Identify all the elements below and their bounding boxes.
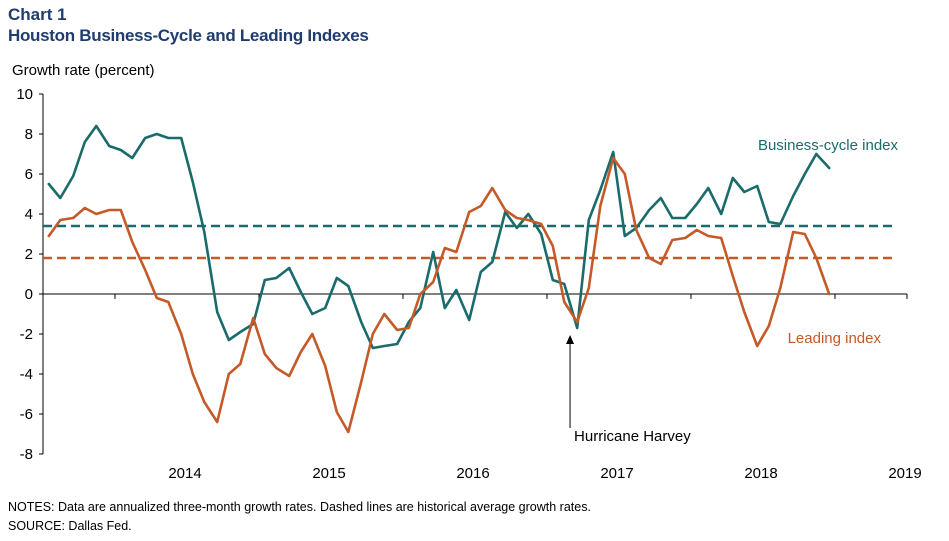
- y-tick-label: 8: [25, 126, 33, 143]
- x-tick-label: 2017: [600, 465, 633, 482]
- annotation-arrowhead: [566, 335, 575, 344]
- leading-series-label: Leading index: [788, 330, 882, 347]
- y-tick-label: -2: [20, 326, 33, 343]
- y-axis-label: Growth rate (percent): [12, 62, 155, 79]
- business-cycle-series-line: [47, 124, 831, 350]
- y-tick-label: 0: [25, 286, 33, 303]
- y-tick-label: -6: [20, 406, 33, 423]
- x-tick-label: 2019: [888, 465, 921, 482]
- chart-source: SOURCE: Dallas Fed.: [8, 519, 132, 533]
- y-tick-label: 2: [25, 246, 33, 263]
- chart-header: Chart 1 Houston Business-Cycle and Leadi…: [8, 4, 369, 46]
- y-tick-label: -8: [20, 446, 33, 463]
- chart-notes: NOTES: Data are annualized three-month g…: [8, 500, 591, 514]
- x-tick-label: 2015: [312, 465, 345, 482]
- chart-title: Houston Business-Cycle and Leading Index…: [8, 26, 369, 45]
- y-tick-label: 10: [16, 86, 33, 103]
- x-tick-label: 2018: [744, 465, 777, 482]
- annotation-label: Hurricane Harvey: [574, 428, 691, 445]
- x-tick-label: 2016: [456, 465, 489, 482]
- x-tick-label: 2014: [168, 465, 201, 482]
- chart-number: Chart 1: [8, 5, 67, 24]
- y-tick-label: -4: [20, 366, 33, 383]
- leading-series-line: [47, 156, 831, 434]
- y-tick-label: 6: [25, 166, 33, 183]
- business-cycle-series-label: Business-cycle index: [758, 137, 899, 154]
- y-tick-label: 4: [25, 206, 33, 223]
